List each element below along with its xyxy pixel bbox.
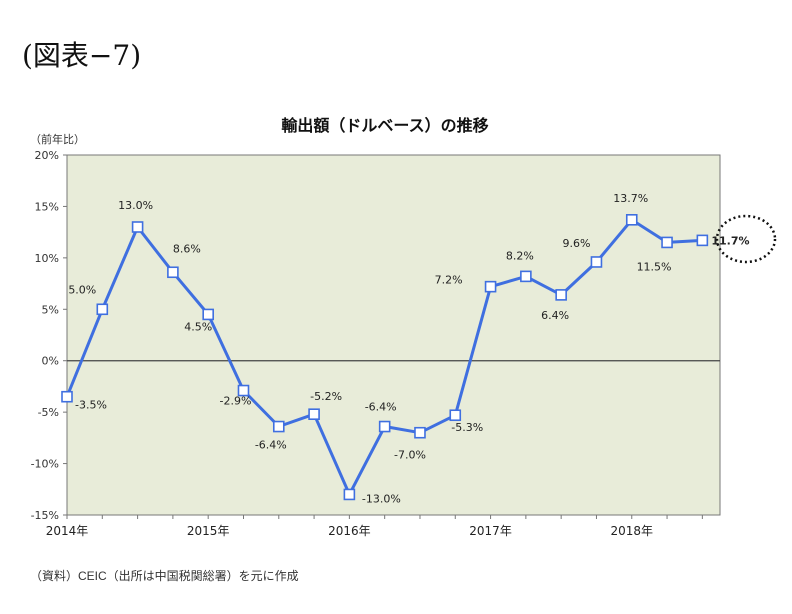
source-note: （資料）CEIC（出所は中国税関総署）を元に作成 (30, 569, 299, 583)
data-point (378, 420, 391, 433)
data-point (555, 289, 567, 301)
y-axis-label: （前年比） (30, 132, 85, 146)
data-labels: -3.5% 5.0% 13.0% 8.6% 4.5% -2.9% -6.4% -5.2% -13… (68, 192, 749, 506)
y-tick-label: 20% (35, 149, 59, 162)
y-axis-ticks: -15% -10% -5% 0% 5% 10% 15% 20% (31, 149, 67, 522)
data-label: -6.4% (255, 439, 287, 452)
y-tick-label: 10% (35, 252, 59, 265)
y-tick-label: 5% (42, 303, 59, 316)
data-label: -5.3% (451, 421, 483, 434)
data-label: 9.6% (562, 237, 590, 250)
y-tick-label: -5% (38, 406, 59, 419)
x-axis-ticks: 2014年 2015年 2016年 2017年 2018年 (46, 515, 703, 538)
data-label: 8.6% (173, 242, 201, 255)
x-tick-label: 2015年 (187, 524, 230, 538)
data-point (661, 236, 673, 249)
plot-area (66, 154, 721, 516)
data-point (131, 221, 144, 233)
data-label: -2.9% (220, 395, 252, 408)
y-tick-label: -15% (31, 509, 59, 522)
x-tick-label: 2018年 (610, 524, 653, 538)
data-point (449, 409, 462, 422)
data-point (237, 384, 250, 397)
x-tick-label: 2014年 (46, 524, 89, 538)
y-tick-label: 0% (42, 355, 59, 368)
data-label: 11.7% (711, 234, 749, 247)
x-tick-label: 2016年 (328, 524, 371, 538)
data-label: -3.5% (75, 399, 107, 412)
data-point (625, 214, 638, 226)
data-point (520, 270, 532, 283)
data-label: -6.4% (365, 401, 397, 414)
data-point (696, 234, 709, 247)
data-point (484, 280, 497, 293)
data-label: 13.0% (118, 199, 153, 212)
x-tick-label: 2017年 (469, 524, 512, 538)
data-point (61, 390, 73, 403)
data-point (343, 488, 356, 501)
data-label: -13.0% (362, 492, 401, 505)
data-point (167, 266, 179, 279)
data-label: 8.2% (506, 249, 534, 262)
data-label: 11.5% (637, 260, 672, 273)
data-point (272, 420, 285, 433)
data-point (308, 408, 320, 421)
data-point (96, 303, 109, 316)
data-label: 4.5% (184, 320, 212, 333)
figure-label: (図表−7) (22, 39, 142, 72)
data-point (590, 256, 603, 268)
data-label: 7.2% (435, 274, 463, 287)
data-point (414, 426, 426, 439)
highlight-circle (715, 214, 777, 264)
data-label: 13.7% (613, 192, 648, 205)
data-label: 5.0% (68, 283, 96, 296)
data-label: -7.0% (394, 449, 426, 462)
y-tick-label: 15% (35, 200, 59, 213)
y-tick-label: -10% (31, 458, 59, 471)
data-points (61, 214, 709, 501)
data-point (202, 308, 214, 321)
chart-title: 輸出額（ドルベース）の推移 (281, 116, 488, 135)
data-label: -5.2% (310, 390, 342, 403)
data-label: 6.4% (541, 309, 569, 322)
